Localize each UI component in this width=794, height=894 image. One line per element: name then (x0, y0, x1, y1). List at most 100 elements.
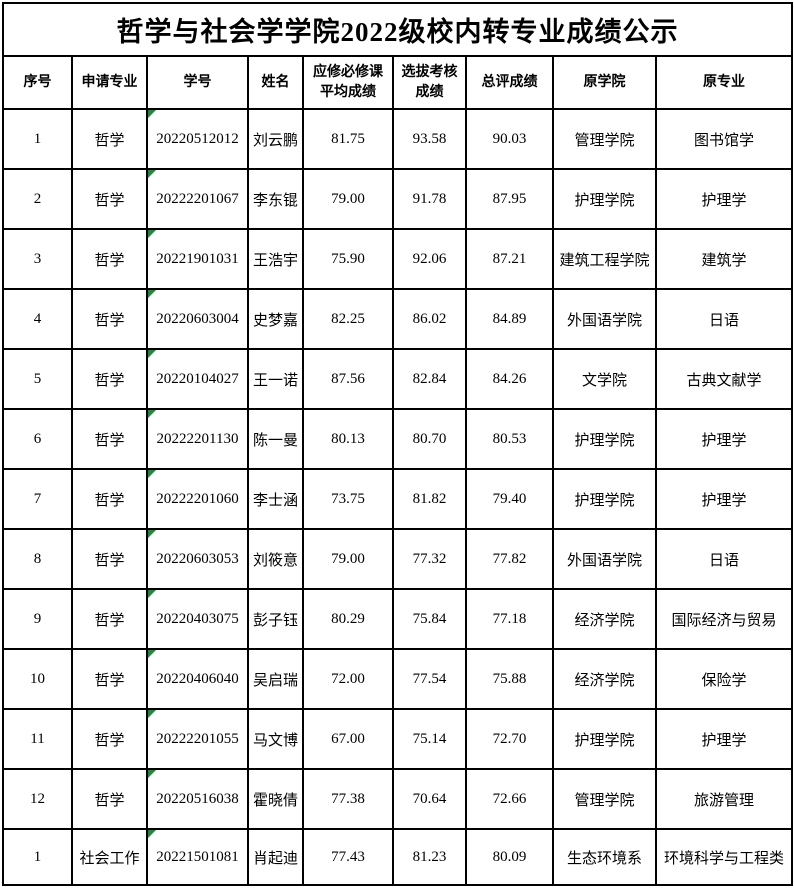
column-header: 序号 (2, 55, 73, 110)
table-cell: 90.03 (465, 108, 554, 170)
table-cell: 日语 (654, 288, 794, 350)
table-cell: 2 (2, 168, 73, 230)
table-cell: 哲学 (71, 348, 148, 410)
table-cell: 护理学 (654, 708, 794, 770)
table-cell: 75.14 (392, 708, 467, 770)
table-cell: 建筑学 (654, 228, 794, 290)
column-header: 选拔考核成绩 (392, 55, 467, 110)
table-cell: 图书馆学 (654, 108, 794, 170)
table-cell: 经济学院 (552, 648, 657, 710)
table-cell: 哲学 (71, 408, 148, 470)
table-cell: 82.25 (302, 288, 394, 350)
table-cell: 77.32 (392, 528, 467, 590)
column-header: 姓名 (247, 55, 304, 110)
title-row: 哲学与社会学学院2022级校内转专业成绩公示 (1, 2, 794, 57)
table-cell: 3 (2, 228, 73, 290)
table-cell: 79.00 (302, 168, 394, 230)
number-stored-as-text-flag-icon (149, 651, 156, 658)
table-row: 2 哲学 20222201067 李东锟 79.00 91.78 87.95 护理学院 护理学 (2, 168, 794, 230)
student-id-cell: 20220516038 (146, 768, 249, 830)
table-cell: 77.18 (465, 588, 554, 650)
table-cell: 72.66 (465, 768, 554, 830)
table-cell: 1 (2, 108, 73, 170)
number-stored-as-text-flag-icon (149, 831, 156, 838)
table-cell: 77.82 (465, 528, 554, 590)
table-cell: 80.09 (465, 828, 554, 886)
table-row: 11 哲学 20222201055 马文博 67.00 75.14 72.70 护理学院 护理学 (2, 708, 794, 770)
table-cell: 古典文献学 (654, 348, 794, 410)
student-id-cell: 20222201060 (146, 468, 249, 530)
table-cell: 77.38 (302, 768, 394, 830)
table-cell: 82.84 (392, 348, 467, 410)
column-header: 学号 (146, 55, 249, 110)
table-cell: 93.58 (392, 108, 467, 170)
table-cell: 67.00 (302, 708, 394, 770)
table-row: 1 哲学 20220512012 刘云鹏 81.75 93.58 90.03 管理学院 图书馆学 (2, 108, 794, 170)
table-cell: 社会工作 (71, 828, 148, 886)
table-cell: 1 (2, 828, 73, 886)
student-id-cell: 20222201130 (146, 408, 249, 470)
table-cell: 文学院 (552, 348, 657, 410)
table-cell: 哲学 (71, 108, 148, 170)
student-id-cell: 20222201055 (146, 708, 249, 770)
table-row: 9 哲学 20220403075 彭子钰 80.29 75.84 77.18 经济学院 国际经济… (2, 588, 794, 650)
table-cell: 7 (2, 468, 73, 530)
table-cell: 护理学院 (552, 168, 657, 230)
table-cell: 81.23 (392, 828, 467, 886)
table-cell: 护理学 (654, 168, 794, 230)
table-cell: 75.88 (465, 648, 554, 710)
table-cell: 生态环境系 (552, 828, 657, 886)
table-cell: 护理学院 (552, 468, 657, 530)
column-header: 总评成绩 (465, 55, 554, 110)
table-cell: 旅游管理 (654, 768, 794, 830)
table-row: 12 哲学 20220516038 霍晓倩 77.38 70.64 72.66 管理学院 旅游管… (2, 768, 794, 830)
student-id-cell: 20220603053 (146, 528, 249, 590)
table-cell: 彭子钰 (247, 588, 304, 650)
table-cell: 李东锟 (247, 168, 304, 230)
table-cell: 国际经济与贸易 (654, 588, 794, 650)
number-stored-as-text-flag-icon (149, 531, 156, 538)
table-cell: 80.29 (302, 588, 394, 650)
table-cell: 81.75 (302, 108, 394, 170)
table-cell: 79.00 (302, 528, 394, 590)
table-cell: 80.13 (302, 408, 394, 470)
table-cell: 建筑工程学院 (552, 228, 657, 290)
table-cell: 护理学 (654, 408, 794, 470)
student-id-cell: 20220403075 (146, 588, 249, 650)
student-id-cell: 20220406040 (146, 648, 249, 710)
table-cell: 管理学院 (552, 108, 657, 170)
table-cell: 护理学院 (552, 408, 657, 470)
table-cell: 87.56 (302, 348, 394, 410)
table-cell: 84.26 (465, 348, 554, 410)
number-stored-as-text-flag-icon (149, 171, 156, 178)
table-cell: 9 (2, 588, 73, 650)
table-cell: 77.43 (302, 828, 394, 886)
table-cell: 管理学院 (552, 768, 657, 830)
table-cell: 哲学 (71, 648, 148, 710)
table-cell: 72.70 (465, 708, 554, 770)
table-cell: 86.02 (392, 288, 467, 350)
table-row: 1 社会工作 20221501081 肖起迪 77.43 81.23 80.09 生态环境系环… (2, 828, 794, 886)
table-row: 8 哲学 20220603053 刘筱意 79.00 77.32 77.82 外国语学院 日语 (2, 528, 794, 590)
table-cell: 91.78 (392, 168, 467, 230)
table-cell: 史梦嘉 (247, 288, 304, 350)
number-stored-as-text-flag-icon (149, 591, 156, 598)
student-id-cell: 20221901031 (146, 228, 249, 290)
table-row: 7 哲学 20222201060 李士涵 73.75 81.82 79.40 护理学院 护理学 (2, 468, 794, 530)
table-cell: 8 (2, 528, 73, 590)
table-cell: 81.82 (392, 468, 467, 530)
table-cell: 5 (2, 348, 73, 410)
page-title: 哲学与社会学学院2022级校内转专业成绩公示 (1, 2, 794, 57)
table-cell: 护理学 (654, 468, 794, 530)
student-id-cell: 20222201067 (146, 168, 249, 230)
number-stored-as-text-flag-icon (149, 291, 156, 298)
table-cell: 外国语学院 (552, 288, 657, 350)
number-stored-as-text-flag-icon (149, 111, 156, 118)
number-stored-as-text-flag-icon (149, 351, 156, 358)
table-cell: 79.40 (465, 468, 554, 530)
table-cell: 刘筱意 (247, 528, 304, 590)
table-cell: 哲学 (71, 468, 148, 530)
table-cell: 护理学院 (552, 708, 657, 770)
table-cell: 保险学 (654, 648, 794, 710)
